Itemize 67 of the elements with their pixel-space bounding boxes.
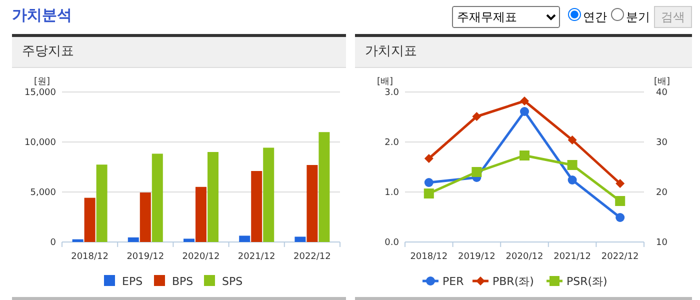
legend-label: PSR(좌) — [566, 275, 608, 288]
bar — [128, 237, 139, 242]
bar — [263, 148, 274, 242]
bar — [208, 152, 218, 242]
point — [568, 136, 577, 144]
point — [472, 112, 482, 121]
legend-label: PER — [442, 275, 464, 288]
x-tick-label: 2018/12 — [410, 252, 448, 262]
text: 주재무제표 — [452, 6, 560, 28]
y-tick-label: 10,000 — [24, 138, 56, 148]
point — [424, 188, 434, 198]
point — [424, 178, 434, 187]
bar — [152, 154, 163, 242]
text: 분기 — [625, 9, 650, 26]
y-tick-label: 15,000 — [24, 88, 56, 98]
point — [424, 154, 434, 163]
chart-title: 가치지표 — [355, 37, 692, 68]
x-tick-label: 2022/12 — [601, 252, 639, 262]
y-tick-label: 5,000 — [30, 188, 56, 198]
text: 검색 — [654, 6, 692, 28]
y-tick-label: 1.0 — [384, 188, 400, 198]
bar — [72, 239, 84, 242]
y-axis-title: [배] — [376, 77, 394, 87]
point — [616, 213, 625, 222]
bar — [318, 132, 330, 242]
legend-label: EPS — [122, 275, 143, 288]
y2-tick-label: 40 — [656, 88, 668, 98]
legend-label: PBR(좌) — [492, 275, 534, 288]
bar — [306, 165, 318, 242]
y2-axis-title: [배] — [654, 77, 670, 87]
point — [520, 107, 529, 116]
y-tick-label: 0.0 — [384, 238, 400, 248]
bar — [294, 236, 306, 242]
legend-label: SPS — [222, 275, 243, 288]
point — [568, 176, 577, 184]
y-tick-label: 0 — [50, 238, 56, 248]
x-tick-label: 2020/12 — [182, 252, 220, 262]
point — [616, 179, 625, 188]
bar — [184, 238, 194, 242]
point — [472, 167, 482, 177]
y-axis-title: [원] — [34, 77, 50, 87]
chart-title: 주당지표 — [12, 37, 346, 68]
point — [615, 196, 626, 206]
bar — [239, 236, 250, 242]
bar — [196, 186, 206, 242]
x-tick-label: 2022/12 — [294, 252, 331, 262]
point — [520, 150, 530, 160]
x-tick-label: 2021/12 — [554, 252, 591, 262]
x-tick-label: 2019/12 — [126, 252, 164, 262]
x-tick-label: 2021/12 — [238, 252, 276, 262]
point — [567, 160, 578, 170]
y-tick-label: 2.0 — [384, 138, 400, 148]
y-tick-label: 3.0 — [384, 88, 400, 98]
y2-tick-label: 30 — [656, 138, 668, 148]
x-tick-label: 2020/12 — [506, 252, 544, 262]
point — [520, 96, 529, 106]
bar — [96, 164, 108, 242]
bar — [140, 192, 151, 242]
bar — [251, 171, 262, 242]
text: 가치분석 — [12, 6, 72, 25]
text: 연간 — [582, 9, 607, 26]
y2-tick-label: 10 — [656, 238, 668, 248]
bar — [84, 198, 96, 242]
y2-tick-label: 20 — [656, 188, 668, 198]
x-tick-label: 2018/12 — [71, 252, 108, 262]
legend-label: BPS — [172, 275, 194, 288]
x-tick-label: 2019/12 — [458, 252, 496, 262]
